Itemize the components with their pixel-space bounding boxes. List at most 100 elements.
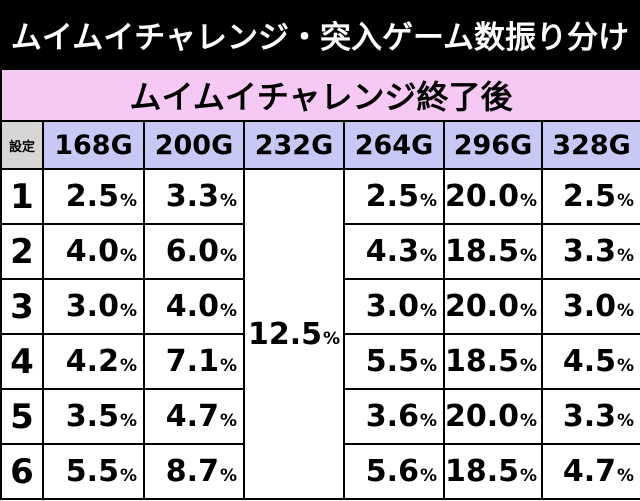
percent-sign: % <box>419 411 437 431</box>
setting-number: 1 <box>0 168 44 225</box>
percent-value: 2.5 <box>562 179 616 214</box>
value-cell: 4.3% <box>343 223 445 280</box>
percent-sign: % <box>119 246 137 266</box>
setting-number: 5 <box>0 388 44 445</box>
percent-value: 3.5 <box>65 399 119 434</box>
percent-sign: % <box>219 466 237 486</box>
percent-value: 2.5 <box>65 179 119 214</box>
value-cell: 18.5% <box>443 223 543 280</box>
percent-sign: % <box>119 191 137 211</box>
value-cell: 4.0% <box>42 223 145 280</box>
percent-value: 20.0 <box>445 179 520 214</box>
column-header-200g: 200G <box>143 120 245 170</box>
table-row: 1 2.5% 3.3% 12.5% 2.5% 20.0% 2.5% <box>0 168 640 500</box>
percent-value: 18.5 <box>445 344 520 379</box>
value-cell: 2.5% <box>42 168 145 225</box>
percent-sign: % <box>322 328 341 349</box>
percent-sign: % <box>419 246 437 266</box>
percent-value: 2.5 <box>365 179 419 214</box>
percent-value: 4.3 <box>365 234 419 269</box>
table-row: 6 5.5% 8.7% 5.6% 18.5% 4.7% <box>0 443 640 500</box>
percent-value: 3.3 <box>165 179 219 214</box>
percent-value: 8.7 <box>165 454 219 489</box>
percent-value: 3.0 <box>365 289 419 324</box>
percent-sign: % <box>219 301 237 321</box>
percent-sign: % <box>419 191 437 211</box>
value-cell: 4.5% <box>540 333 640 390</box>
value-cell: 18.5% <box>443 333 543 390</box>
percent-value: 5.6 <box>365 454 419 489</box>
percent-sign: % <box>219 246 237 266</box>
value-cell: 5.5% <box>42 443 145 500</box>
setting-number: 4 <box>0 333 44 390</box>
value-cell: 20.0% <box>443 388 543 445</box>
page-title: ムイムイチャレンジ・突入ゲーム数振り分け <box>0 0 640 68</box>
percent-sign: % <box>520 356 538 376</box>
percent-value: 4.7 <box>165 399 219 434</box>
percent-value: 4.0 <box>165 289 219 324</box>
percent-value: 4.2 <box>65 344 119 379</box>
merged-value: 12.5 <box>247 316 322 352</box>
table-row: 5 3.5% 4.7% 3.6% 20.0% 3.3% <box>0 388 640 445</box>
value-cell: 20.0% <box>443 168 543 225</box>
percent-value: 3.0 <box>65 289 119 324</box>
value-cell: 4.2% <box>42 333 145 390</box>
percent-value: 20.0 <box>445 289 520 324</box>
percent-value: 20.0 <box>445 399 520 434</box>
percent-sign: % <box>617 191 635 211</box>
value-cell: 2.5% <box>343 168 445 225</box>
percent-value: 3.3 <box>562 234 616 269</box>
percent-sign: % <box>119 466 137 486</box>
percent-value: 3.0 <box>562 289 616 324</box>
percent-value: 18.5 <box>445 454 520 489</box>
column-header-328g: 328G <box>540 120 640 170</box>
setting-column-header: 設定 <box>0 120 44 170</box>
percent-value: 18.5 <box>445 234 520 269</box>
percent-sign: % <box>617 301 635 321</box>
percent-sign: % <box>520 246 538 266</box>
value-cell: 3.3% <box>540 223 640 280</box>
percent-sign: % <box>520 411 538 431</box>
merged-value-cell-232g: 12.5% <box>243 168 345 500</box>
percent-value: 6.0 <box>165 234 219 269</box>
percent-sign: % <box>617 356 635 376</box>
percent-value: 3.6 <box>365 399 419 434</box>
percent-value: 3.3 <box>562 399 616 434</box>
percent-sign: % <box>119 301 137 321</box>
column-header-264g: 264G <box>343 120 445 170</box>
value-cell: 6.0% <box>143 223 245 280</box>
percent-value: 5.5 <box>65 454 119 489</box>
percent-sign: % <box>219 191 237 211</box>
percent-sign: % <box>219 411 237 431</box>
percent-sign: % <box>119 356 137 376</box>
table-row: 4 4.2% 7.1% 5.5% 18.5% 4.5% <box>0 333 640 390</box>
value-cell: 7.1% <box>143 333 245 390</box>
percent-value: 4.7 <box>562 454 616 489</box>
percent-sign: % <box>419 356 437 376</box>
value-cell: 3.0% <box>42 278 145 335</box>
value-cell: 20.0% <box>443 278 543 335</box>
value-cell: 3.0% <box>540 278 640 335</box>
percent-value: 4.5 <box>562 344 616 379</box>
table-row: 2 4.0% 6.0% 4.3% 18.5% 3.3% <box>0 223 640 280</box>
distribution-table: ムイムイチャレンジ終了後 設定 168G 200G 232G 264G 296G… <box>0 68 640 500</box>
percent-sign: % <box>520 301 538 321</box>
percent-sign: % <box>617 466 635 486</box>
value-cell: 5.5% <box>343 333 445 390</box>
percent-sign: % <box>419 301 437 321</box>
percent-sign: % <box>617 246 635 266</box>
percent-value: 5.5 <box>365 344 419 379</box>
percent-sign: % <box>119 411 137 431</box>
value-cell: 3.3% <box>540 388 640 445</box>
percent-value: 4.0 <box>65 234 119 269</box>
value-cell: 3.6% <box>343 388 445 445</box>
value-cell: 4.7% <box>540 443 640 500</box>
column-header-232g: 232G <box>243 120 345 170</box>
percent-sign: % <box>520 466 538 486</box>
value-cell: 2.5% <box>540 168 640 225</box>
value-cell: 3.5% <box>42 388 145 445</box>
setting-number: 3 <box>0 278 44 335</box>
column-header-168g: 168G <box>42 120 145 170</box>
column-header-296g: 296G <box>443 120 543 170</box>
setting-number: 6 <box>0 443 44 500</box>
